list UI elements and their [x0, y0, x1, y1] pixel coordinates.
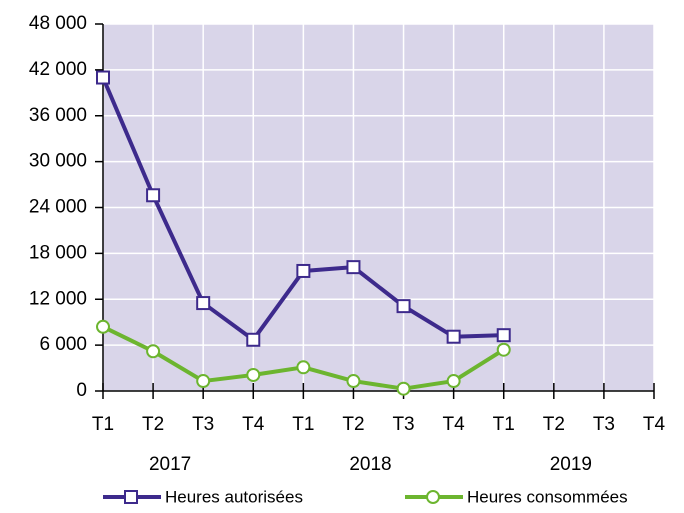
x-tick-label: T2	[342, 414, 364, 435]
y-tick-label: 24 000	[29, 197, 87, 218]
y-tick-label: 48 000	[29, 13, 87, 34]
data-point	[496, 342, 511, 357]
data-point	[246, 332, 261, 347]
data-point	[196, 374, 211, 389]
data-point	[96, 70, 110, 85]
legend-label: Heures autorisées	[165, 487, 303, 506]
y-tick-label: 42 000	[29, 59, 87, 80]
legend-label: Heures consommées	[467, 487, 628, 506]
y-tick-label: 36 000	[29, 105, 87, 126]
y-tick-label: 18 000	[29, 242, 87, 263]
y-tick-label: 0	[76, 380, 87, 401]
x-group-label: 2017	[149, 454, 191, 475]
y-tick-label: 12 000	[29, 288, 87, 309]
x-group-label: 2018	[349, 454, 391, 475]
data-point	[446, 374, 461, 389]
legend-marker	[426, 490, 440, 504]
data-point	[396, 299, 411, 314]
data-point	[246, 367, 261, 382]
data-point	[446, 329, 461, 344]
data-point	[96, 319, 110, 334]
x-tick-label: T4	[643, 414, 666, 435]
x-tick-label: T1	[493, 414, 515, 435]
y-tick-label: 6 000	[39, 334, 87, 355]
x-tick-label: T3	[192, 414, 214, 435]
y-tick-label: 30 000	[29, 151, 87, 172]
data-point	[296, 263, 311, 278]
x-tick-label: T4	[242, 414, 265, 435]
x-tick-label: T2	[543, 414, 565, 435]
data-point	[146, 344, 161, 359]
legend-marker	[124, 490, 138, 504]
x-tick-label: T4	[443, 414, 466, 435]
data-point	[196, 296, 211, 311]
data-point	[296, 360, 311, 375]
x-tick-label: T2	[142, 414, 164, 435]
data-point	[346, 374, 361, 389]
data-point	[496, 328, 511, 343]
x-tick-label: T3	[392, 414, 414, 435]
data-point	[396, 381, 411, 396]
x-tick-label: T1	[92, 414, 114, 435]
x-tick-label: T1	[292, 414, 314, 435]
data-point	[346, 260, 361, 275]
data-point	[146, 188, 161, 203]
x-group-label: 2019	[550, 454, 592, 475]
x-tick-label: T3	[593, 414, 615, 435]
